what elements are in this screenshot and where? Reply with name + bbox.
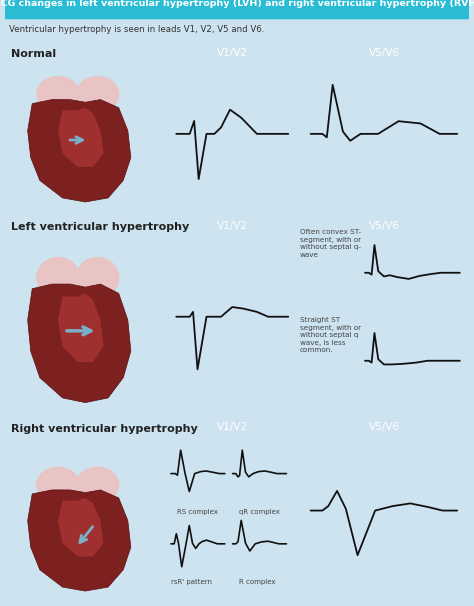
Text: V1/V2: V1/V2 (217, 48, 248, 58)
Polygon shape (58, 293, 103, 362)
Ellipse shape (76, 467, 118, 502)
Text: Left ventricular hypertrophy: Left ventricular hypertrophy (11, 222, 190, 231)
Text: RS complex: RS complex (177, 509, 218, 515)
Polygon shape (27, 284, 131, 402)
Text: V1/V2: V1/V2 (217, 422, 248, 433)
Text: Right ventricular hypertrophy: Right ventricular hypertrophy (11, 424, 198, 434)
Text: V5/V6: V5/V6 (368, 422, 400, 433)
Ellipse shape (37, 467, 79, 502)
FancyBboxPatch shape (0, 0, 474, 19)
Text: Straight ST
segment, with or
without septal q
wave, is less
common.: Straight ST segment, with or without sep… (300, 318, 361, 353)
Text: V5/V6: V5/V6 (368, 221, 400, 231)
Text: qR complex: qR complex (239, 509, 280, 515)
Ellipse shape (37, 258, 79, 298)
Ellipse shape (76, 258, 118, 298)
Text: R complex: R complex (239, 579, 275, 585)
Polygon shape (58, 108, 103, 167)
Text: V1/V2: V1/V2 (217, 221, 248, 231)
Ellipse shape (37, 77, 79, 112)
Polygon shape (58, 498, 103, 556)
Polygon shape (27, 490, 131, 591)
Text: Ventricular hypertrophy is seen in leads V1, V2, V5 and V6.: Ventricular hypertrophy is seen in leads… (9, 25, 265, 34)
Text: ECG changes in left ventricular hypertrophy (LVH) and right ventricular hypertro: ECG changes in left ventricular hypertro… (0, 0, 474, 8)
Polygon shape (27, 99, 131, 202)
Text: V5/V6: V5/V6 (368, 48, 400, 58)
Text: Normal: Normal (11, 49, 56, 59)
Text: Often convex ST-
segment, with or
without septal q-
wave: Often convex ST- segment, with or withou… (300, 230, 361, 258)
Ellipse shape (76, 77, 118, 112)
Text: rsR' pattern: rsR' pattern (171, 579, 212, 585)
